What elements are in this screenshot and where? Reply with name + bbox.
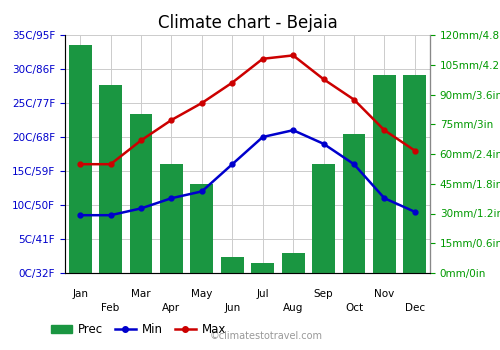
Bar	[221, 257, 244, 273]
Bar	[404, 75, 426, 273]
Text: Nov: Nov	[374, 289, 394, 299]
Bar	[342, 134, 365, 273]
Bar	[312, 164, 335, 273]
Bar	[160, 164, 183, 273]
Bar	[99, 85, 122, 273]
Text: Aug: Aug	[283, 303, 304, 313]
Title: Climate chart - Bejaia: Climate chart - Bejaia	[158, 14, 338, 32]
Text: May: May	[191, 289, 212, 299]
Text: Jun: Jun	[224, 303, 240, 313]
Text: Oct: Oct	[345, 303, 363, 313]
Text: Apr: Apr	[162, 303, 180, 313]
Bar	[69, 45, 92, 273]
Text: Feb: Feb	[102, 303, 120, 313]
Text: Sep: Sep	[314, 289, 334, 299]
Bar	[252, 263, 274, 273]
Text: Dec: Dec	[404, 303, 425, 313]
Bar	[190, 184, 214, 273]
Text: ©climatestotravel.com: ©climatestotravel.com	[210, 331, 323, 341]
Bar	[130, 114, 152, 273]
Text: Jan: Jan	[72, 289, 88, 299]
Bar	[373, 75, 396, 273]
Text: Jul: Jul	[256, 289, 269, 299]
Text: Mar: Mar	[131, 289, 151, 299]
Legend: Prec, Min, Max: Prec, Min, Max	[46, 318, 231, 341]
Bar	[282, 253, 304, 273]
